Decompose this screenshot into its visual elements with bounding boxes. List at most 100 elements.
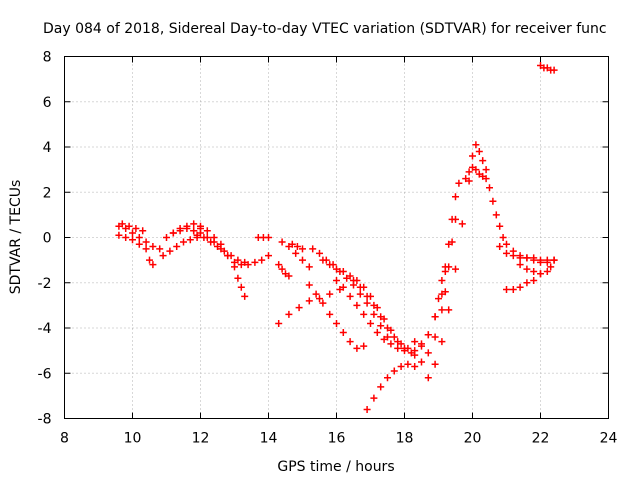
data-point — [326, 310, 334, 318]
y-tick-label: 6 — [43, 95, 52, 111]
data-point — [227, 252, 235, 260]
series-track-24 — [462, 163, 490, 183]
data-point — [316, 249, 323, 257]
y-tick-label: 0 — [43, 231, 52, 247]
y-tick-label: -8 — [38, 412, 52, 428]
data-point — [550, 66, 558, 74]
data-point — [537, 270, 544, 278]
data-point — [377, 322, 385, 330]
x-tick-label: 16 — [328, 431, 346, 447]
data-point — [475, 148, 483, 156]
y-tick-label: 2 — [43, 185, 52, 201]
x-tick-label: 14 — [260, 431, 278, 447]
data-point — [156, 245, 164, 253]
data-point — [146, 256, 153, 264]
data-point — [431, 313, 439, 321]
data-point — [251, 258, 259, 266]
data-point — [465, 168, 473, 176]
series-track-5 — [159, 234, 201, 260]
data-point — [333, 319, 340, 327]
y-tick-label: 4 — [43, 140, 52, 156]
data-point — [472, 166, 480, 174]
data-point — [373, 329, 381, 337]
data-point — [458, 220, 466, 228]
data-point — [295, 304, 303, 312]
data-point — [503, 249, 510, 257]
data-point — [455, 179, 463, 187]
data-point — [448, 238, 456, 246]
data-point — [452, 193, 459, 201]
series-track-12 — [275, 261, 293, 280]
data-point — [537, 258, 544, 266]
data-point — [169, 229, 177, 237]
data-point — [390, 333, 398, 341]
data-point — [509, 252, 517, 260]
plot-frame — [64, 56, 609, 419]
data-point — [142, 238, 150, 246]
data-point — [499, 234, 507, 241]
data-point — [200, 234, 208, 241]
data-point — [438, 276, 446, 284]
data-point — [183, 224, 191, 232]
data-point — [139, 227, 147, 235]
data-point — [472, 141, 480, 149]
series-track-26 — [496, 243, 558, 266]
data-point — [496, 222, 504, 230]
data-points — [115, 62, 558, 413]
data-point — [380, 335, 388, 343]
data-point — [543, 267, 551, 275]
x-axis-label: GPS time / hours — [277, 459, 394, 475]
x-tick-label: 20 — [464, 431, 482, 447]
data-point — [265, 234, 272, 241]
series-track-21 — [363, 215, 459, 413]
data-point — [397, 340, 405, 348]
data-point — [356, 290, 364, 298]
data-point — [203, 227, 211, 235]
data-point — [411, 362, 419, 370]
data-point — [214, 243, 221, 251]
data-point — [363, 292, 371, 300]
data-point — [305, 263, 313, 271]
data-point — [418, 342, 425, 350]
data-point — [516, 254, 524, 262]
series-track-29 — [537, 62, 558, 74]
data-point — [339, 267, 347, 275]
data-point — [411, 347, 419, 355]
data-point — [149, 261, 157, 269]
data-point — [377, 313, 385, 321]
chart-title: Day 084 of 2018, Sidereal Day-to-day VTE… — [43, 21, 607, 37]
data-point — [411, 338, 419, 346]
data-point — [180, 238, 187, 246]
data-point — [166, 247, 174, 255]
series-track-28 — [516, 261, 555, 278]
series-track-4 — [146, 256, 157, 269]
data-point — [258, 256, 266, 264]
data-point — [159, 252, 167, 260]
data-point — [445, 306, 453, 314]
x-tick-label: 24 — [600, 431, 618, 447]
series-track-16 — [305, 281, 368, 352]
series-track-14 — [288, 240, 306, 253]
data-point — [438, 338, 446, 346]
data-point — [431, 333, 439, 341]
data-point — [234, 274, 242, 282]
series-track-25 — [486, 184, 558, 264]
data-point — [489, 197, 497, 205]
data-point — [265, 252, 272, 260]
series-track-11 — [254, 234, 272, 241]
y-tick-label: -6 — [38, 366, 52, 382]
data-point — [275, 261, 283, 269]
data-point — [319, 256, 327, 264]
x-tick-label: 8 — [60, 431, 69, 447]
data-point — [346, 338, 354, 346]
data-point — [462, 175, 470, 183]
data-point — [163, 234, 170, 241]
data-point — [363, 405, 371, 413]
data-point — [305, 281, 313, 289]
data-point — [142, 245, 150, 253]
data-point — [469, 152, 476, 160]
data-point — [353, 301, 361, 309]
data-point — [370, 394, 378, 402]
